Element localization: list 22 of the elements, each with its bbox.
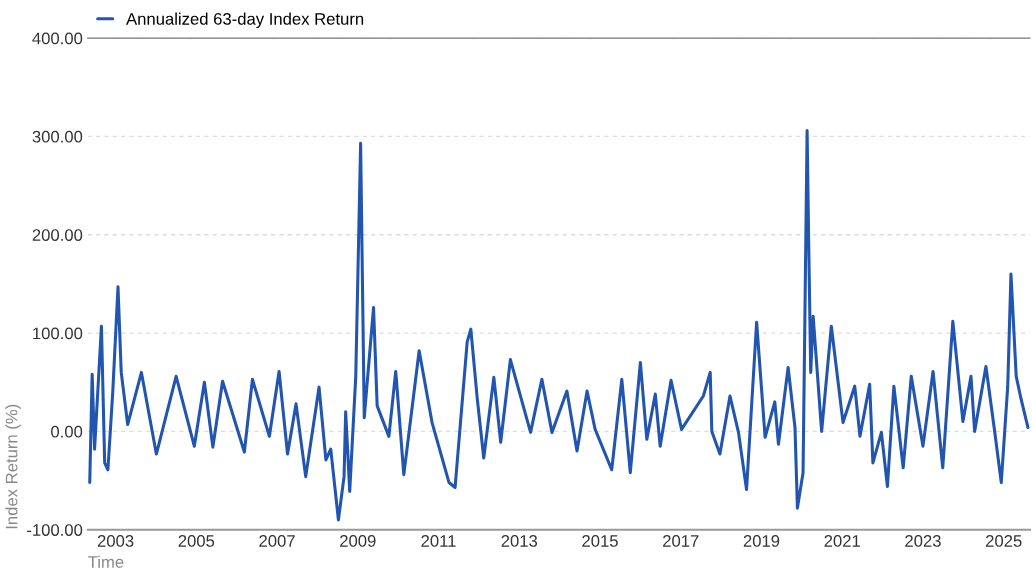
x-tick-label: 2011 — [421, 535, 456, 547]
y-tick-label: 400.00 — [32, 32, 83, 45]
y-tick-label: 300.00 — [32, 130, 83, 143]
x-tick-label: 2017 — [663, 535, 699, 547]
x-tick-label: 2013 — [501, 535, 538, 547]
y-tick-label: -100.00 — [27, 524, 83, 536]
x-tick-label: 2007 — [259, 535, 295, 547]
legend-label: Annualized 63-day Index Return — [126, 12, 364, 29]
x-tick-label: 2003 — [97, 535, 134, 547]
y-tick-label: 0.00 — [51, 425, 83, 438]
x-tick-label: 2023 — [905, 535, 941, 547]
x-tick-label: 2015 — [582, 535, 618, 547]
x-tick-label: 2019 — [743, 535, 780, 547]
x-tick-label: 2005 — [178, 535, 215, 547]
y-tick-label: 100.00 — [33, 327, 83, 340]
y-tick-label: 200.00 — [32, 229, 83, 241]
x-tick-label: 2021 — [824, 535, 860, 547]
x-axis-title: Time — [88, 555, 124, 568]
line-series — [88, 128, 1030, 522]
x-tick-label: 2009 — [340, 535, 376, 547]
x-tick-label: 2025 — [986, 535, 1022, 547]
y-axis-title: Index Return (%) — [5, 404, 21, 529]
